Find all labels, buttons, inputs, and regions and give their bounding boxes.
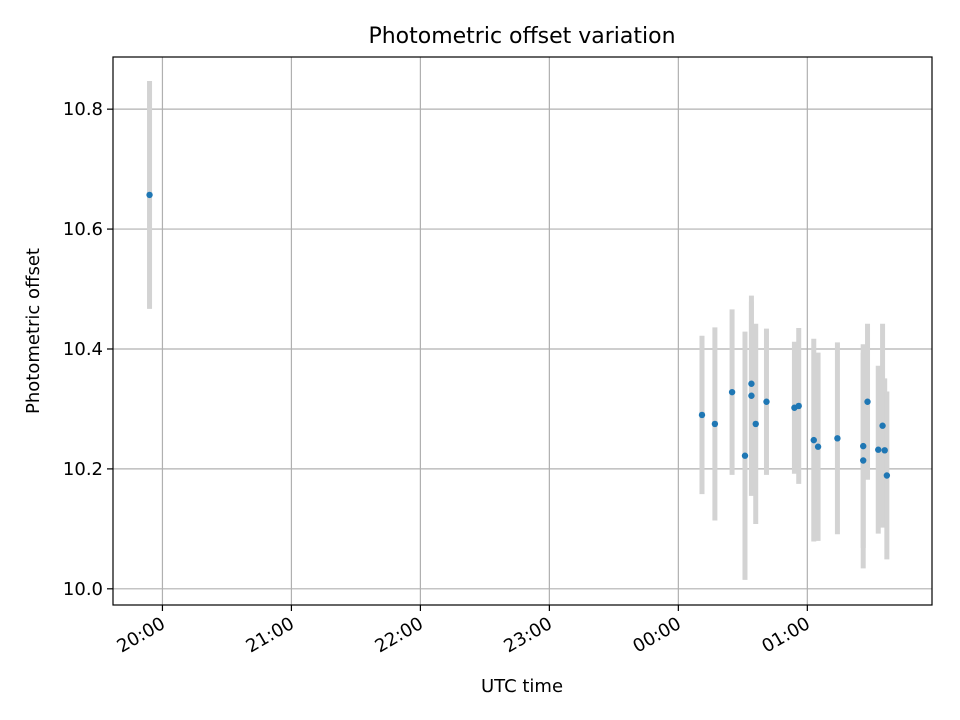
- data-point: [711, 420, 719, 428]
- x-tick-label: 21:00: [242, 613, 297, 657]
- y-tick-label: 10.8: [63, 99, 103, 120]
- x-tick-label: 00:00: [629, 613, 684, 657]
- y-tick-label: 10.0: [63, 579, 103, 600]
- x-axis-label: UTC time: [481, 676, 563, 697]
- y-tick-label: 10.6: [63, 219, 103, 240]
- data-point: [881, 447, 888, 454]
- data-point: [875, 446, 882, 453]
- y-tick-label: 10.4: [63, 339, 103, 360]
- x-tick-label: 20:00: [114, 613, 169, 657]
- y-axis-ticks: 10.0 10.2 10.4 10.6 10.8: [63, 99, 113, 600]
- data-point: [698, 411, 706, 419]
- data-point: [883, 472, 891, 479]
- data-point: [795, 402, 802, 410]
- data-point: [146, 191, 153, 199]
- x-axis-ticks: 20:00 21:00 22:00 23:00 00:00 01:00: [114, 605, 814, 657]
- data-point: [763, 398, 770, 405]
- x-tick-label: 23:00: [500, 613, 555, 657]
- point-layer: [146, 191, 891, 479]
- chart-title: Photometric offset variation: [368, 24, 675, 49]
- x-tick-label: 01:00: [758, 613, 813, 657]
- grid-layer: [113, 57, 932, 605]
- data-point: [752, 420, 759, 428]
- plot-frame: [112, 56, 933, 606]
- data-point: [864, 398, 871, 405]
- data-point: [810, 436, 817, 444]
- data-point: [748, 392, 755, 399]
- data-point: [728, 388, 736, 396]
- data-point: [860, 442, 867, 450]
- y-axis-label: Photometric offset: [23, 248, 44, 414]
- y-tick-label: 10.2: [63, 459, 103, 480]
- data-point: [814, 443, 822, 450]
- data-point: [879, 422, 886, 429]
- data-point: [860, 457, 867, 464]
- data-point: [748, 380, 755, 387]
- data-point: [834, 435, 841, 442]
- data-point: [741, 452, 749, 459]
- errorbar-layer: [147, 80, 890, 580]
- x-tick-label: 22:00: [371, 613, 426, 657]
